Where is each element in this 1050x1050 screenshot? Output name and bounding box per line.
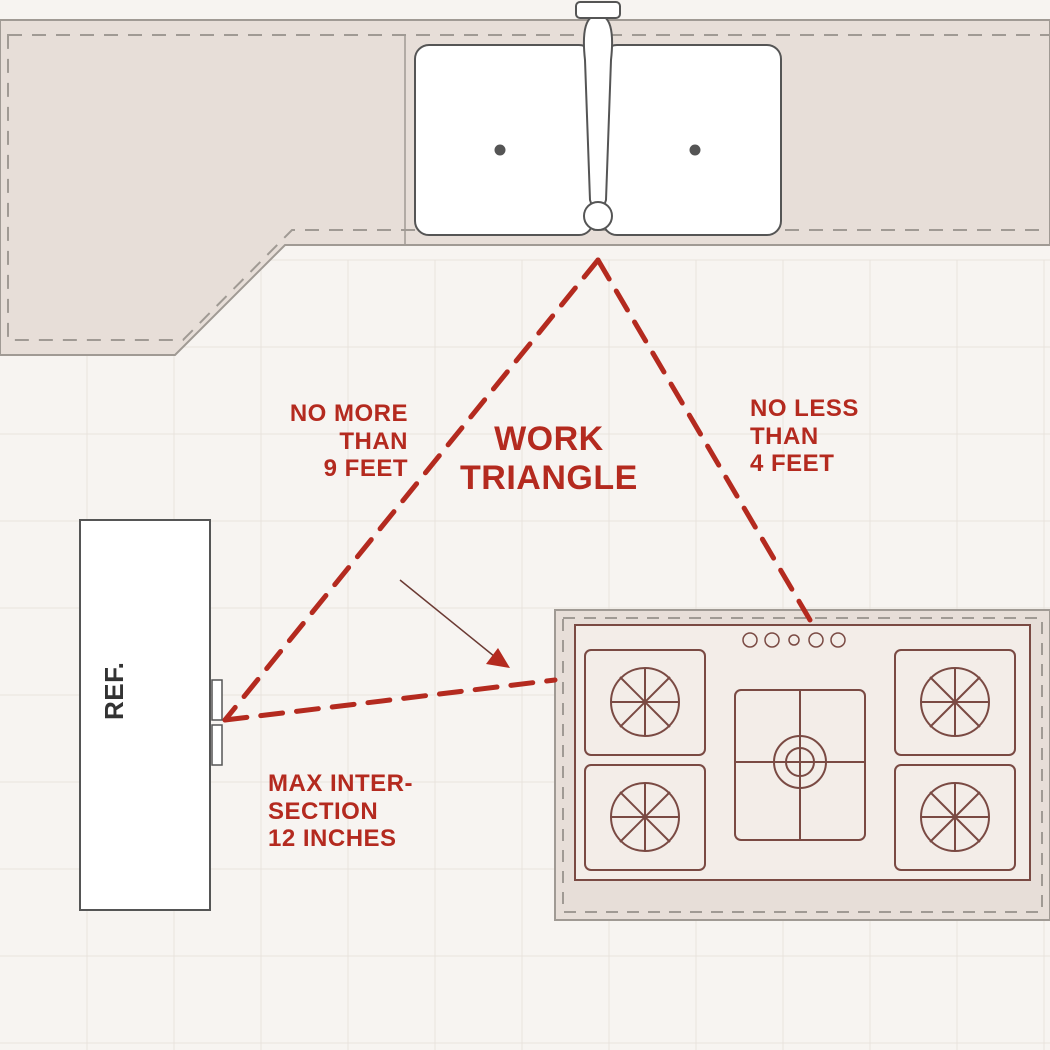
left-line2: THAN (268, 428, 408, 456)
right-line1: NO LESS (750, 395, 859, 423)
work-triangle-title: WORK TRIANGLE (460, 420, 638, 498)
title-line2: TRIANGLE (460, 459, 638, 498)
no-less-than-label: NO LESS THAN 4 FEET (750, 395, 859, 478)
bottom-line3: 12 INCHES (268, 825, 413, 853)
cooktop-island-icon (555, 610, 1050, 920)
left-line1: NO MORE (268, 400, 408, 428)
left-line3: 9 FEET (268, 455, 408, 483)
right-line3: 4 FEET (750, 450, 859, 478)
no-more-than-label: NO MORE THAN 9 FEET (268, 400, 408, 483)
right-line2: THAN (750, 423, 859, 451)
bottom-line2: SECTION (268, 798, 413, 826)
title-line1: WORK (460, 420, 638, 459)
ref-label: REF. (100, 662, 130, 720)
kitchen-work-triangle-diagram: WORK TRIANGLE NO MORE THAN 9 FEET NO LES… (0, 0, 1050, 1050)
bottom-line1: MAX INTER- (268, 770, 413, 798)
max-intersection-label: MAX INTER- SECTION 12 INCHES (268, 770, 413, 853)
diagram-svg (0, 0, 1050, 1050)
